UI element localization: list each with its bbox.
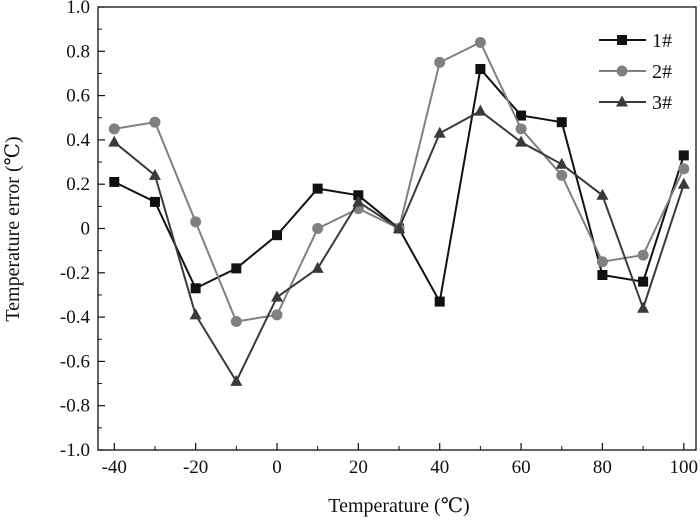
data-point — [637, 249, 649, 261]
y-tick-label: -0.8 — [60, 396, 90, 417]
data-point — [516, 110, 527, 121]
data-point — [108, 123, 120, 135]
x-tick-label: -20 — [183, 457, 208, 478]
legend-label: 2# — [652, 61, 672, 83]
legend-marker — [617, 35, 627, 45]
data-point — [352, 195, 365, 207]
data-point — [190, 283, 201, 294]
legend: 1# 2# 3# — [599, 30, 672, 114]
y-tick-label: 0.4 — [66, 130, 90, 151]
y-tick-label: -0.6 — [60, 351, 90, 372]
data-point — [515, 123, 527, 135]
x-tick-label: 60 — [512, 457, 531, 478]
data-point — [149, 116, 161, 128]
y-axis-title: Temperature error (℃) — [2, 136, 24, 321]
data-point — [474, 36, 486, 48]
legend-item: 2# — [599, 61, 672, 83]
data-point — [353, 190, 364, 201]
data-point — [678, 150, 689, 161]
series-line — [113, 109, 685, 384]
y-axis: 1.0 0.8 0.6 0.4 0.2 0 -0.2 -0.4 -0.6 -0.8 -1.0 — [60, 0, 105, 461]
x-tick-label: 20 — [349, 457, 368, 478]
data-point — [108, 135, 121, 147]
data-point — [433, 126, 446, 138]
data-point — [270, 290, 283, 302]
data-point — [109, 176, 120, 187]
data-point — [271, 230, 282, 241]
x-tick-label: 100 — [670, 457, 699, 478]
data-point — [434, 56, 446, 68]
data-point — [434, 296, 445, 307]
data-point — [474, 104, 487, 116]
x-tick-label: 40 — [430, 457, 449, 478]
y-tick-label: -1.0 — [60, 440, 90, 461]
data-point — [148, 168, 161, 180]
data-point — [312, 223, 324, 234]
legend-label: 3# — [652, 92, 672, 114]
data-point — [311, 261, 324, 273]
data-point — [271, 309, 283, 321]
series-layer — [108, 36, 690, 386]
data-point — [393, 222, 406, 233]
y-tick-label: 0.8 — [66, 41, 90, 62]
data-point — [678, 163, 690, 175]
y-tick-label: -0.4 — [60, 307, 91, 328]
legend-item: 3# — [599, 92, 672, 114]
data-point — [190, 216, 202, 228]
x-tick-label: -40 — [102, 457, 127, 478]
data-point — [596, 188, 609, 200]
data-point — [231, 263, 242, 274]
data-point — [677, 177, 690, 189]
data-point — [230, 374, 243, 386]
x-axis: -40 -20 0 20 40 60 80 100 — [102, 443, 698, 478]
data-point — [475, 64, 486, 75]
data-point — [638, 276, 649, 287]
y-tick-label: 1.0 — [66, 0, 90, 18]
legend-item: 1# — [599, 30, 672, 52]
data-point — [596, 256, 608, 268]
data-point — [312, 183, 323, 194]
series-line — [113, 66, 685, 305]
data-point — [555, 157, 568, 169]
legend-marker — [616, 95, 628, 107]
data-point — [637, 301, 650, 313]
data-point — [230, 316, 242, 328]
data-point — [556, 169, 568, 181]
x-tick-label: 0 — [272, 457, 282, 478]
y-tick-label: 0.2 — [66, 174, 90, 195]
x-axis-title: Temperature (℃) — [328, 495, 469, 517]
y-tick-label: 0.6 — [66, 86, 90, 107]
y-tick-label: 0 — [81, 219, 91, 240]
legend-label: 1# — [652, 30, 672, 52]
y-tick-label: -0.2 — [60, 263, 90, 284]
data-point — [597, 270, 608, 281]
data-point — [189, 308, 202, 320]
legend-marker — [616, 65, 628, 77]
series-1# — [109, 64, 689, 307]
x-tick-label: 80 — [593, 457, 612, 478]
series-3# — [108, 104, 690, 386]
data-point — [556, 117, 567, 128]
data-point — [149, 196, 160, 207]
data-point — [515, 135, 528, 147]
